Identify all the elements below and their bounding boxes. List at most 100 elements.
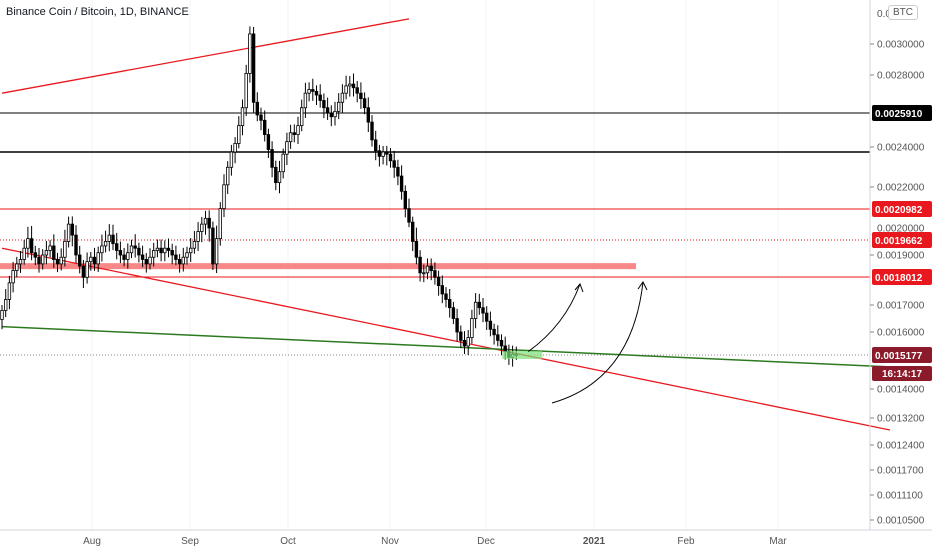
candle-body	[126, 252, 130, 260]
y-tick-label: 0.0016000	[877, 328, 925, 339]
candle-body	[48, 245, 52, 251]
candle-body	[340, 92, 345, 103]
candle-body	[255, 101, 259, 116]
candle-body	[262, 119, 267, 135]
x-tick-label: Nov	[381, 536, 399, 547]
y-tick-label: 0.0011100	[877, 491, 923, 502]
price-axis[interactable]: 0.00300000.00280000.00240000.00220000.00…	[869, 0, 925, 530]
candle-body	[440, 285, 444, 295]
y-tick-label: 0.0014000	[877, 385, 925, 396]
candle-body	[85, 261, 89, 278]
candle-body	[447, 299, 452, 309]
candle-body	[140, 254, 145, 260]
candle-body	[292, 132, 296, 135]
chart-title: Binance Coin / Bitcoin, 1D, BINANCE	[6, 6, 189, 18]
arrow-up-curve	[528, 283, 581, 352]
candle-body	[492, 328, 496, 336]
candle-body	[322, 100, 326, 109]
candle-body	[70, 223, 74, 236]
candle-body	[181, 256, 185, 265]
candle-body	[92, 256, 97, 265]
candle-body	[52, 245, 56, 260]
candle-body	[144, 259, 148, 265]
x-tick-label: Dec	[477, 536, 495, 547]
candle-body	[11, 270, 15, 284]
candle-body	[174, 254, 178, 260]
candle-body	[481, 307, 485, 314]
x-tick-label: Sep	[181, 536, 199, 547]
candle-body	[373, 139, 378, 152]
y-tick-label: 0.0024000	[877, 143, 925, 154]
candle-body	[314, 90, 319, 96]
candle-body	[240, 107, 245, 127]
candle-body	[26, 238, 30, 249]
candle-body	[59, 256, 63, 265]
candle-body	[233, 143, 237, 153]
time-axis[interactable]: Aug Sep Oct Nov Dec 2021 Feb Mar	[0, 529, 932, 547]
candle-body	[29, 238, 34, 254]
projection-arrows	[528, 281, 648, 404]
candle-body	[462, 339, 467, 347]
candle-body	[285, 141, 289, 155]
candle-body	[203, 217, 208, 225]
candle-body	[89, 256, 93, 263]
candle-body	[503, 345, 507, 352]
countdown-label: 16:14:17	[882, 369, 922, 380]
candle-body	[133, 245, 137, 249]
candle-body	[459, 331, 463, 341]
y-tick-label: 0.0020000	[877, 224, 925, 235]
candle-body	[200, 223, 204, 232]
candle-body	[214, 238, 219, 265]
price-label-bg	[872, 269, 932, 285]
candle-body	[396, 166, 400, 177]
price-label-bg	[872, 232, 932, 248]
candle-body	[107, 234, 111, 242]
green-trendline	[1, 325, 932, 370]
candle-body	[122, 254, 126, 260]
candle-body	[366, 107, 370, 123]
candle-body	[422, 272, 426, 275]
resistance-zone	[0, 263, 636, 270]
candle-body	[333, 110, 337, 118]
horizontal-lines	[0, 112, 870, 356]
y-tick-label: 0.0030000	[877, 40, 925, 51]
candle-body	[429, 265, 433, 271]
candle-body	[188, 247, 193, 254]
red-trendline	[1, 18, 410, 94]
candle-body	[451, 307, 456, 319]
candle-body	[177, 259, 182, 265]
arrow-head	[574, 283, 584, 293]
candle-body	[355, 87, 359, 94]
red-trendline	[1, 247, 891, 431]
candle-body	[274, 166, 278, 184]
candle-body	[222, 184, 226, 210]
candle-body	[466, 337, 470, 347]
candle-body	[318, 94, 322, 101]
candle-body	[78, 254, 82, 267]
candle-body	[137, 247, 141, 256]
candle-body	[111, 234, 115, 245]
candle-body	[225, 166, 230, 186]
candle-body	[4, 299, 8, 311]
candle-body	[281, 153, 285, 173]
candle-body	[37, 256, 41, 265]
candle-body	[0, 309, 4, 320]
candle-body	[22, 247, 26, 260]
y-tick-label: 0.0028000	[877, 71, 925, 82]
candle-body	[96, 252, 100, 265]
price-label: 0.0019662	[875, 236, 923, 247]
price-label-bg	[872, 347, 932, 363]
candle-body	[237, 125, 241, 144]
candle-body	[18, 259, 23, 265]
candle-body	[129, 245, 134, 254]
candle-body	[159, 247, 163, 254]
y-tick-label: 0.0013200	[877, 414, 925, 425]
candle-body	[218, 208, 222, 240]
candle-body	[414, 241, 419, 258]
price-label-bg	[872, 105, 932, 121]
candlesticks	[0, 26, 543, 367]
currency-badge[interactable]: BTC	[888, 5, 918, 20]
candle-body	[63, 241, 67, 258]
current-price-highlight	[502, 351, 543, 359]
